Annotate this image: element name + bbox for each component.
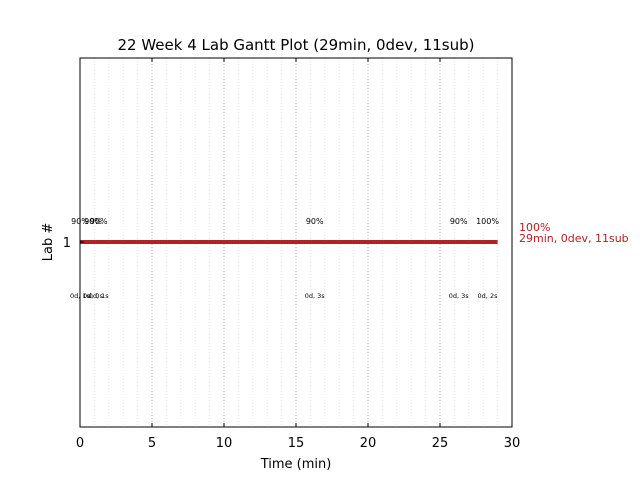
submission-percent: 100% — [476, 217, 499, 226]
x-tick-label: 30 — [504, 436, 521, 451]
x-tick-label: 20 — [360, 436, 377, 451]
submission-deviation: 0d, 3s — [305, 292, 326, 300]
submission-percent: 90% — [450, 217, 468, 226]
x-tick-label: 5 — [148, 436, 156, 451]
submission-deviation: 0d, 2s — [478, 292, 499, 300]
x-tick-label: 0 — [76, 436, 84, 451]
x-axis-ticks: 0 5 10 15 20 25 30 — [76, 58, 520, 451]
submission-percent: 90% — [306, 217, 324, 226]
y-axis-label: Lab # — [41, 223, 56, 262]
submission-deviation: 0d, 1s — [89, 292, 110, 300]
x-tick-label: 10 — [216, 436, 233, 451]
summary-stats: 29min, 0dev, 11sub — [519, 232, 629, 245]
summary-percent: 100% — [519, 221, 550, 234]
submission-deviation: 0d, 0s — [83, 292, 104, 300]
submission-deviation: 0d, 3s — [449, 292, 470, 300]
y-tick-label: 1 — [63, 236, 71, 251]
submission-percent: 90% — [90, 217, 108, 226]
x-tick-label: 25 — [432, 436, 449, 451]
x-tick-label: 15 — [288, 436, 305, 451]
submission-percent: 90% — [84, 217, 102, 226]
x-axis-label: Time (min) — [260, 457, 332, 472]
chart-title: 22 Week 4 Lab Gantt Plot (29min, 0dev, 1… — [117, 36, 474, 54]
y-axis-ticks: 1 — [63, 236, 84, 251]
